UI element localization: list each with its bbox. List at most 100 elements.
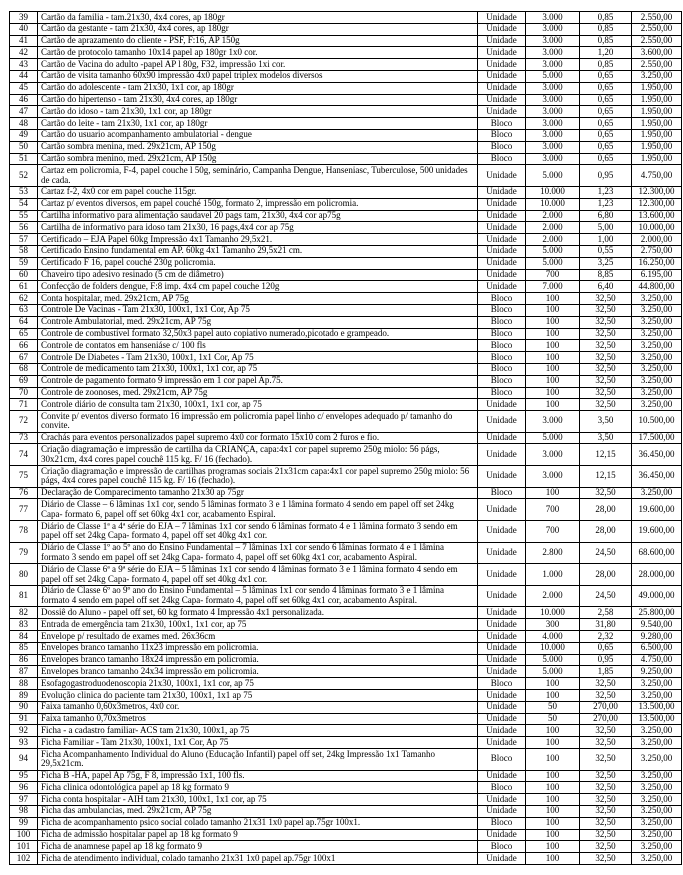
table-row: 49 Cartão do usuario acompanhamento ambul…: [9, 128, 682, 142]
item-description: Ficha de anamnese papel ap 18 kg formato…: [37, 840, 478, 854]
item-description: Diário de Classe 6ª a 9ª série do EJA – …: [37, 563, 478, 586]
item-quantity: 100: [525, 327, 580, 341]
item-unit-price: 32,50: [579, 781, 632, 795]
item-number: 41: [9, 34, 38, 48]
item-total: 44.800,00: [631, 280, 682, 294]
item-unit-price: 32,50: [579, 748, 632, 771]
item-unit-price: 32,50: [579, 793, 632, 806]
item-unit-price: 270,00: [579, 712, 632, 726]
item-quantity: 100: [525, 677, 580, 691]
item-description: Dossiê do Aluno - papel off set, 60 kg f…: [37, 606, 478, 620]
item-number: 43: [9, 58, 38, 71]
item-unit: Unidade: [477, 641, 526, 655]
item-total: 3.250,00: [631, 781, 682, 795]
item-unit-price: 0,65: [579, 81, 632, 95]
item-unit-price: 0,65: [579, 105, 632, 119]
item-unit: Unidade: [477, 852, 526, 865]
item-unit: Bloco: [477, 486, 526, 500]
item-unit-price: 1,23: [579, 197, 632, 211]
item-unit: Unidade: [477, 724, 526, 738]
item-description: Ficha B -HA, papel Ap 75g, F 8, impressã…: [37, 769, 478, 783]
item-number: 67: [9, 351, 38, 364]
item-total: 3.250,00: [631, 386, 682, 400]
item-description: Crachás para eventos personalizados pape…: [37, 431, 478, 445]
item-total: 3.250,00: [631, 339, 682, 353]
item-number: 78: [9, 520, 38, 543]
table-row: 50 Cartão sombra menina, med. 29x21cm, AP…: [9, 140, 682, 154]
item-unit: Unidade: [477, 465, 526, 488]
item-quantity: 2.800: [525, 541, 580, 565]
item-unit: Unidade: [477, 630, 526, 643]
item-total: 3.250,00: [631, 736, 682, 749]
item-number: 83: [9, 618, 38, 632]
item-unit: Unidade: [477, 606, 526, 620]
item-unit-price: 0,85: [579, 22, 632, 36]
item-total: 36.450,00: [631, 443, 682, 467]
item-total: 9.540,00: [631, 618, 682, 632]
table-row: 86 Envelopes branco tamanho 18x24 impress…: [9, 653, 682, 667]
item-unit-price: 3,50: [579, 431, 632, 445]
item-unit-price: 0,65: [579, 140, 632, 154]
table-row: 62 Conta hospitalar, med. 29x21cm, AP 75g…: [9, 292, 682, 305]
item-total: 9.280,00: [631, 630, 682, 643]
item-unit: Unidade: [477, 700, 526, 714]
table-row: 74 Criação diagramação e impressão de car…: [9, 443, 682, 467]
table-row: 60 Chaveiro tipo adesivo resinado (5 cm d…: [9, 268, 682, 282]
item-total: 3.250,00: [631, 689, 682, 702]
item-unit-price: 5,00: [579, 221, 632, 235]
table-row: 98 Ficha das ambulancias, med. 29x21cm, A…: [9, 804, 682, 818]
item-description: Cartilha de informativo para idoso tam 2…: [37, 221, 478, 235]
table-row: 71 Controle diário de consulta tam 21x30,…: [9, 398, 682, 412]
item-unit-price: 32,50: [579, 724, 632, 738]
item-number: 69: [9, 374, 38, 388]
table-row: 100 Ficha de admissão hospitalar papel ap…: [9, 828, 682, 842]
item-number: 44: [9, 69, 38, 83]
item-number: 71: [9, 398, 38, 412]
item-unit: Unidade: [477, 34, 526, 48]
item-unit-price: 32,50: [579, 769, 632, 783]
item-quantity: 1.000: [525, 563, 580, 586]
item-description: Cartão do usuario acompanhamento ambulat…: [37, 128, 478, 142]
item-unit: Unidade: [477, 93, 526, 107]
table-row: 65 Controle de combustível formato 32,50x…: [9, 327, 682, 341]
item-number: 89: [9, 689, 38, 702]
item-unit-price: 32,50: [579, 327, 632, 341]
item-quantity: 100: [525, 398, 580, 412]
item-unit: Unidade: [477, 280, 526, 294]
item-total: 3.250,00: [631, 486, 682, 500]
item-unit-price: 32,50: [579, 840, 632, 854]
item-description: Declaração de Comparecimento tamanho 21x…: [37, 486, 478, 500]
table-row: 93 Ficha Familiar - Tam 21x30, 100x1, 1x1…: [9, 736, 682, 749]
item-number: 48: [9, 117, 38, 130]
item-unit-price: 32,50: [579, 351, 632, 364]
item-unit: Unidade: [477, 584, 526, 608]
item-unit: Unidade: [477, 769, 526, 783]
item-number: 91: [9, 712, 38, 726]
item-description: Cartaz p/ eventos diversos, em papel cou…: [37, 197, 478, 211]
item-unit: Unidade: [477, 46, 526, 60]
item-quantity: 5.000: [525, 653, 580, 667]
item-total: 9.250,00: [631, 665, 682, 679]
item-description: Cartão sombra menino, med. 29x21cm, AP 1…: [37, 152, 478, 166]
table-row: 45 Cartão do adolescente - tam 21x30, 1x1…: [9, 81, 682, 95]
item-description: Ficha de admissão hospitalar papel ap 18…: [37, 828, 478, 842]
item-unit: Unidade: [477, 498, 526, 522]
item-quantity: 100: [525, 339, 580, 353]
table-row: 88 Esofagogastroduodenoscopia 21x30, 100x…: [9, 677, 682, 691]
item-total: 3.250,00: [631, 292, 682, 305]
item-quantity: 10.000: [525, 641, 580, 655]
item-total: 36.450,00: [631, 465, 682, 488]
item-unit: Unidade: [477, 541, 526, 565]
item-total: 3.250,00: [631, 816, 682, 830]
item-number: 81: [9, 584, 38, 608]
item-quantity: 5.000: [525, 69, 580, 83]
item-description: Envelopes branco tamanho 18x24 impressão…: [37, 653, 478, 667]
item-unit: Bloco: [477, 781, 526, 795]
item-total: 3.250,00: [631, 69, 682, 83]
item-number: 63: [9, 303, 38, 317]
item-total: 10.000,00: [631, 221, 682, 235]
item-quantity: 3.000: [525, 410, 580, 433]
item-quantity: 2.000: [525, 209, 580, 223]
item-quantity: 3.000: [525, 117, 580, 130]
item-unit-price: 32,50: [579, 828, 632, 842]
